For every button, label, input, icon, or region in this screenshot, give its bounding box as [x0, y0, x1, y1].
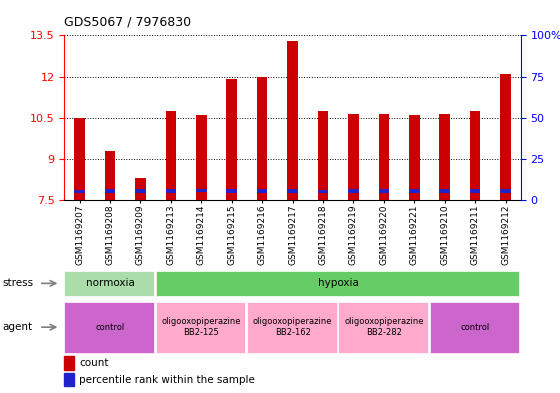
Text: agent: agent [3, 322, 33, 332]
Bar [105, 151, 115, 200]
Bar [196, 115, 207, 200]
Bar [500, 189, 511, 193]
Bar [156, 302, 245, 353]
Bar [318, 111, 328, 200]
Bar [105, 189, 115, 193]
Bar [440, 189, 450, 193]
Bar [156, 270, 519, 296]
Bar [409, 189, 419, 193]
Text: stress: stress [3, 278, 34, 288]
Bar [135, 189, 146, 193]
Bar [287, 41, 298, 200]
Bar [64, 373, 74, 386]
Bar [348, 189, 359, 193]
Bar [64, 302, 154, 353]
Text: normoxia: normoxia [86, 278, 134, 288]
Bar [226, 79, 237, 200]
Bar [166, 189, 176, 193]
Bar [430, 302, 519, 353]
Bar [74, 118, 85, 200]
Bar [440, 114, 450, 200]
Bar [135, 178, 146, 200]
Bar [226, 189, 237, 193]
Bar [64, 356, 74, 369]
Text: control: control [460, 323, 490, 332]
Bar [379, 114, 389, 200]
Bar [348, 114, 359, 200]
Bar [470, 111, 480, 200]
Bar [409, 115, 419, 200]
Bar [470, 189, 480, 193]
Text: oligooxopiperazine
BB2-282: oligooxopiperazine BB2-282 [344, 318, 423, 337]
Bar [338, 302, 428, 353]
Bar [166, 111, 176, 200]
Bar [74, 190, 85, 193]
Text: count: count [80, 358, 109, 368]
Bar [379, 189, 389, 193]
Text: hypoxia: hypoxia [318, 278, 358, 288]
Text: GDS5067 / 7976830: GDS5067 / 7976830 [64, 16, 192, 29]
Text: percentile rank within the sample: percentile rank within the sample [80, 375, 255, 384]
Bar [257, 77, 268, 200]
Bar [318, 190, 328, 193]
Bar [500, 74, 511, 200]
Text: oligooxopiperazine
BB2-125: oligooxopiperazine BB2-125 [162, 318, 241, 337]
Text: control: control [95, 323, 125, 332]
Bar [64, 270, 154, 296]
Bar [257, 189, 268, 193]
Text: oligooxopiperazine
BB2-162: oligooxopiperazine BB2-162 [253, 318, 332, 337]
Bar [287, 189, 298, 193]
Bar [247, 302, 337, 353]
Bar [196, 189, 207, 192]
